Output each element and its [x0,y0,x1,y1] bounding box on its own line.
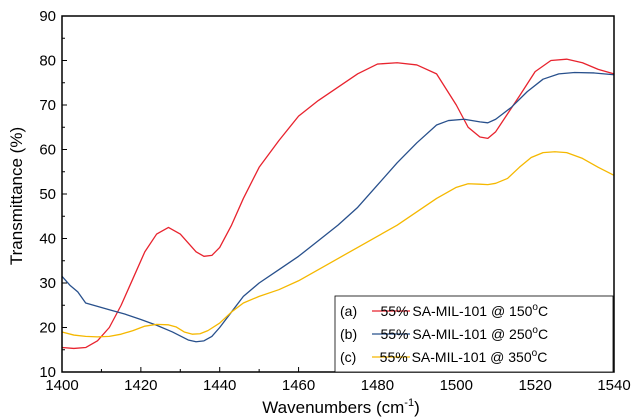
x-axis-title-end: ) [414,398,420,417]
x-tick-label: 1460 [282,377,315,394]
y-axis-title-text: Transmittance (%) [7,127,26,265]
x-axis-title-main: Wavenumbers (cm [262,398,404,417]
y-tick-label: 60 [39,142,56,159]
x-axis-title: Wavenumbers (cm-1) [262,397,419,417]
x-tick-label: 1500 [440,377,473,394]
y-tick-label: 80 [39,53,56,70]
series-line-c [61,151,615,338]
legend-label-b: (b) 55% SA-MIL-101 @ 250oC [340,325,548,342]
y-tick-label: 10 [39,364,56,381]
legend: (a) 55% SA-MIL-101 @ 150oC (b) 55% SA-MIL… [334,295,614,373]
y-tick-label: 40 [39,231,56,248]
x-axis-title-sup: -1 [404,397,414,409]
y-axis-title: Transmittance (%) [7,127,26,265]
x-tick-label: 1440 [203,377,236,394]
x-tick-label: 1540 [597,377,630,394]
tick-layer: 1400 1420 1440 1460 1480 1500 1520 1540 10 20 30 40… [39,8,630,394]
y-tick-label: 20 [39,320,56,337]
legend-label-a: (a) 55% SA-MIL-101 @ 150oC [340,302,548,319]
x-tick-label: 1400 [45,377,78,394]
y-tick-label: 70 [39,97,56,114]
x-tick-label: 1520 [518,377,551,394]
x-tick-label: 1480 [361,377,394,394]
legend-label-c: (c) 55% SA-MIL-101 @ 350oC [340,348,547,365]
series-line-b [61,71,615,343]
x-tick-label: 1420 [124,377,157,394]
y-tick-label: 30 [39,275,56,292]
y-tick-label: 50 [39,186,56,203]
series-layer [61,58,615,350]
y-tick-label: 90 [39,8,56,25]
legend-items: (a) 55% SA-MIL-101 @ 150oC (b) 55% SA-MIL… [340,302,548,365]
